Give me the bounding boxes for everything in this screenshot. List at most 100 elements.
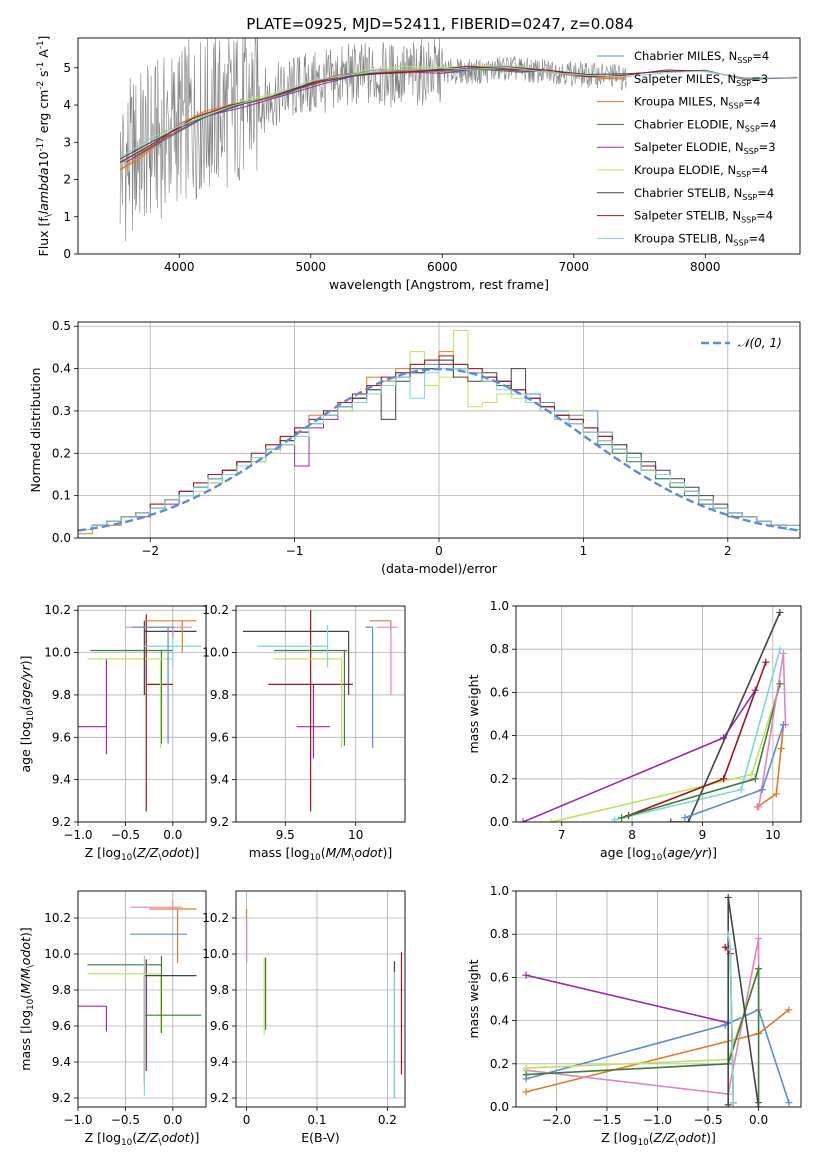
weight-line (621, 683, 781, 819)
legend-label: Kroupa STELIB, NSSP=4 (634, 231, 765, 247)
y-tick-label: 0.4 (490, 729, 509, 743)
y-tick-label: 9.8 (52, 983, 71, 997)
legend-label: Chabrier STELIB, NSSP=4 (634, 186, 774, 202)
y-tick-label: 9.2 (210, 1091, 229, 1105)
panel-mass_vs_ebv: 0 0.1 0.2 9.2 9.4 9.6 9.8 10.0 10.2 E(B-V) (202, 890, 406, 1145)
x-tick-label: 5000 (296, 260, 327, 274)
y-tick-label: 10.2 (202, 911, 229, 925)
x-tick-label: 0 (243, 1113, 251, 1127)
axes-frame (515, 605, 802, 823)
x-tick-label: 0.2 (378, 1113, 397, 1127)
plot-area (78, 900, 202, 1097)
axes-frame (77, 37, 801, 255)
y-tick-label: 5 (63, 61, 71, 75)
y-tick-label: 10.2 (44, 603, 71, 617)
y-tick-label: 0.0 (490, 1100, 509, 1114)
model-line (119, 65, 627, 164)
panel-weight_vs_Z: −2.0 −1.5 −1.0 −0.5 0.0 0.0 0.2 0.4 0.6 0.8 1.0 Z [… (466, 884, 802, 1148)
y-tick-label: 0.0 (490, 815, 509, 829)
legend-label: 𝒩(0, 1) (738, 336, 782, 350)
y-axis-label: age [log10(age/yr)] (18, 655, 36, 772)
x-axis-label: mass [log10(M/M\odot)] (249, 845, 392, 863)
x-tick-label: −1 (286, 544, 304, 558)
weight-line (628, 661, 767, 817)
y-tick-label: 9.4 (52, 1055, 71, 1069)
x-axis-label: wavelength [Angstrom, rest frame] (329, 277, 549, 292)
y-tick-label: 10.0 (202, 646, 229, 660)
x-axis-label: age [log10(age/yr)] (600, 845, 717, 863)
plot-area (243, 610, 398, 812)
y-tick-label: 10.2 (202, 603, 229, 617)
y-tick-label: 9.8 (52, 688, 71, 702)
x-tick-label: −0.5 (111, 828, 140, 842)
x-tick-label: 0.0 (163, 1113, 182, 1127)
y-tick-label: 9.8 (210, 688, 229, 702)
legend-label: Salpeter ELODIE, NSSP=3 (634, 140, 776, 156)
panel-age_vs_Z: −1.0 −0.5 0.0 9.2 9.4 9.6 9.8 10.0 10.2 Z [log10(… (18, 603, 207, 863)
x-tick-label: −1.0 (643, 1113, 672, 1127)
x-tick-label: 9 (699, 828, 707, 842)
legend-label: Chabrier ELODIE, NSSP=4 (634, 117, 777, 133)
y-tick-label: 9.6 (52, 1019, 71, 1033)
y-tick-label: 9.2 (52, 815, 71, 829)
legend-label: Salpeter MILES, NSSP=3 (634, 72, 768, 88)
weight-line (684, 724, 785, 819)
y-tick-label: 10.0 (44, 947, 71, 961)
x-tick-label: −1.0 (63, 828, 92, 842)
normal-curve (78, 367, 800, 532)
y-tick-label: 0.3 (52, 404, 71, 418)
y-tick-label: 0.8 (490, 927, 509, 941)
weight-line (670, 612, 781, 822)
x-axis-label: (data-model)/error (381, 561, 498, 576)
weight-line (526, 968, 760, 1103)
y-tick-label: 0.5 (52, 319, 71, 333)
legend-label: Chabrier MILES, NSSP=4 (634, 49, 769, 65)
y-tick-label: 0.2 (52, 446, 71, 460)
x-tick-label: 1 (580, 544, 588, 558)
x-axis-label: Z [log10(Z/Z\odot)] (85, 845, 200, 863)
y-tick-label: 10.2 (44, 911, 71, 925)
x-tick-label: 6000 (427, 260, 458, 274)
y-tick-label: 0.0 (52, 531, 71, 545)
legend-label: Salpeter STELIB, NSSP=4 (634, 209, 773, 225)
x-tick-label: 0.0 (163, 828, 182, 842)
figure-title: PLATE=0925, MJD=52411, FIBERID=0247, z=0… (246, 15, 633, 33)
legend-label: Kroupa ELODIE, NSSP=4 (634, 163, 768, 179)
x-tick-label: 0.1 (307, 1113, 326, 1127)
x-tick-label: 8000 (690, 260, 721, 274)
data-spectrum (119, 38, 627, 242)
axes-frame (235, 890, 406, 1108)
model-line (119, 66, 798, 159)
axes-frame (77, 605, 207, 823)
y-tick-label: 9.8 (210, 983, 229, 997)
weight-line (756, 724, 785, 808)
panel-spectrum: 4000 5000 6000 7000 8000 0 1 2 3 4 5 wavelength [An… (36, 36, 801, 292)
panel-residuals: −2 −1 0 1 2 0.0 0.1 0.2 0.3 0.4 0.5 (data-model)/er… (28, 319, 801, 576)
x-axis-label: Z [log10(Z/Z\odot)] (85, 1130, 200, 1148)
y-axis-label: mass weight (466, 674, 481, 753)
x-tick-label: −0.5 (693, 1113, 722, 1127)
x-tick-label: 10 (765, 828, 780, 842)
y-tick-label: 4 (63, 98, 71, 112)
x-tick-label: 4000 (164, 260, 195, 274)
x-tick-label: 2 (724, 544, 732, 558)
axes-frame (77, 890, 207, 1108)
legend: Chabrier MILES, NSSP=4 Salpeter MILES, NS… (597, 49, 777, 247)
y-tick-label: 9.6 (210, 730, 229, 744)
y-tick-label: 0.4 (490, 1014, 509, 1028)
y-tick-label: 0.2 (490, 1057, 509, 1071)
y-tick-label: 1.0 (490, 884, 509, 898)
y-tick-label: 9.4 (52, 773, 71, 787)
y-tick-label: 9.2 (210, 815, 229, 829)
y-tick-label: 9.2 (52, 1091, 71, 1105)
x-tick-label: 7000 (559, 260, 590, 274)
histogram-step (78, 368, 800, 530)
y-axis-label: Flux [f\lambda10-17 erg cm-2 s-1 A-1] (36, 36, 54, 257)
x-tick-label: 0 (435, 544, 443, 558)
x-tick-label: 9.5 (276, 828, 295, 842)
y-tick-label: 0.6 (490, 970, 509, 984)
x-tick-label: 7 (558, 828, 566, 842)
y-tick-label: 10.0 (202, 947, 229, 961)
axes-frame (515, 890, 802, 1108)
